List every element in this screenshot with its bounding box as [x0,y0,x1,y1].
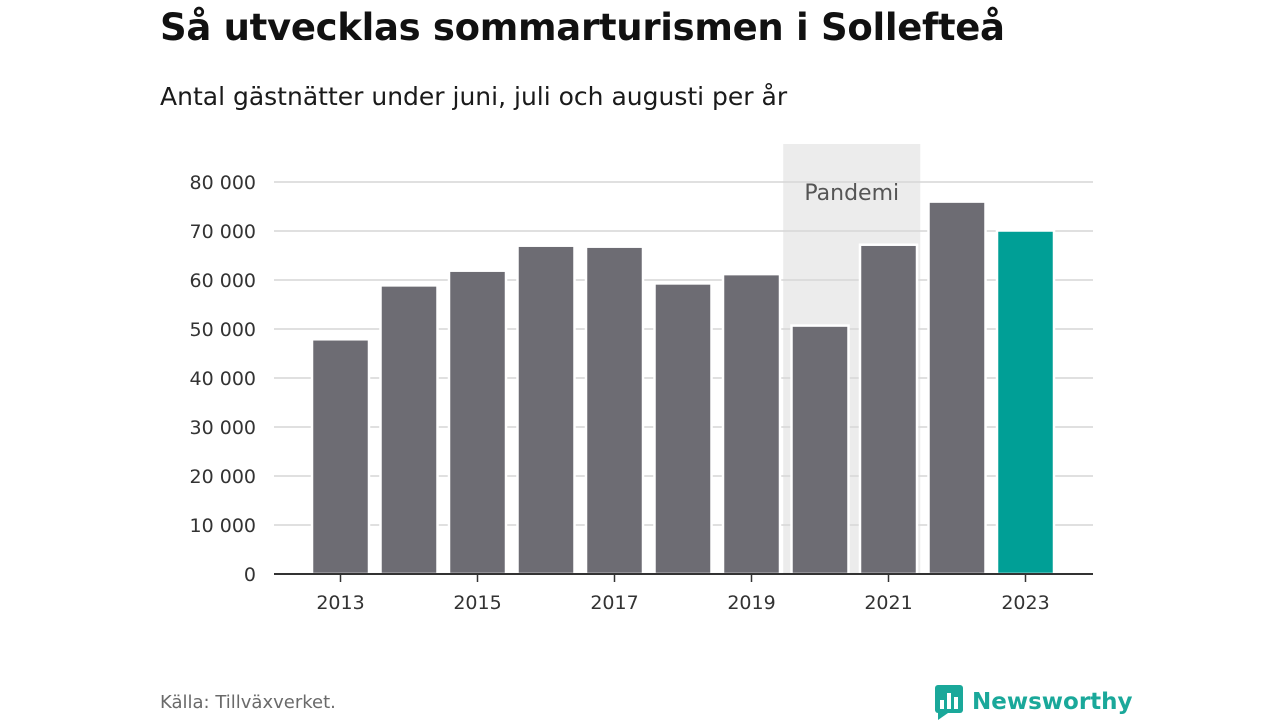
brand-name: Newsworthy [972,689,1133,715]
y-tick-label: 0 [244,564,256,586]
bar-2023 [995,229,1056,576]
y-tick-label: 10 000 [190,515,256,537]
x-tick-label: 2017 [590,592,638,614]
chart-title: Så utvecklas sommarturismen i Sollefteå [160,6,1005,49]
y-tick-label: 20 000 [190,466,256,488]
bar-chart: Pandemi 0 10 000 20 000 30 000 40 000 50 000 60… [190,144,1093,614]
x-tick-label: 2023 [1001,592,1049,614]
bar-2017 [584,245,645,576]
brand-logo: Newsworthy [934,684,1133,720]
x-tick-label: 2021 [864,592,912,614]
y-tick-label: 60 000 [190,270,256,292]
y-tick-label: 50 000 [190,319,256,341]
bar-2013 [310,338,371,576]
x-tick-label: 2013 [316,592,364,614]
x-tick-label: 2019 [727,592,775,614]
y-tick-label: 30 000 [190,417,256,439]
bar-2014 [379,284,439,576]
bar-2016 [516,244,576,576]
y-tick-label: 80 000 [190,172,256,194]
bar-2018 [653,282,713,576]
bar-2020 [790,324,850,576]
source-note: Källa: Tillväxverket. [160,692,336,713]
bar-2015 [447,269,508,576]
pandemic-label: Pandemi [804,181,899,206]
y-tick-label: 70 000 [190,221,256,243]
bar-2021 [858,243,919,576]
bar-2022 [927,200,987,576]
y-tick-label: 40 000 [190,368,256,390]
newsworthy-icon [935,685,963,720]
chart-subtitle: Antal gästnätter under juni, juli och au… [160,82,788,111]
x-tick-label: 2015 [453,592,501,614]
bar-2019 [721,272,782,576]
